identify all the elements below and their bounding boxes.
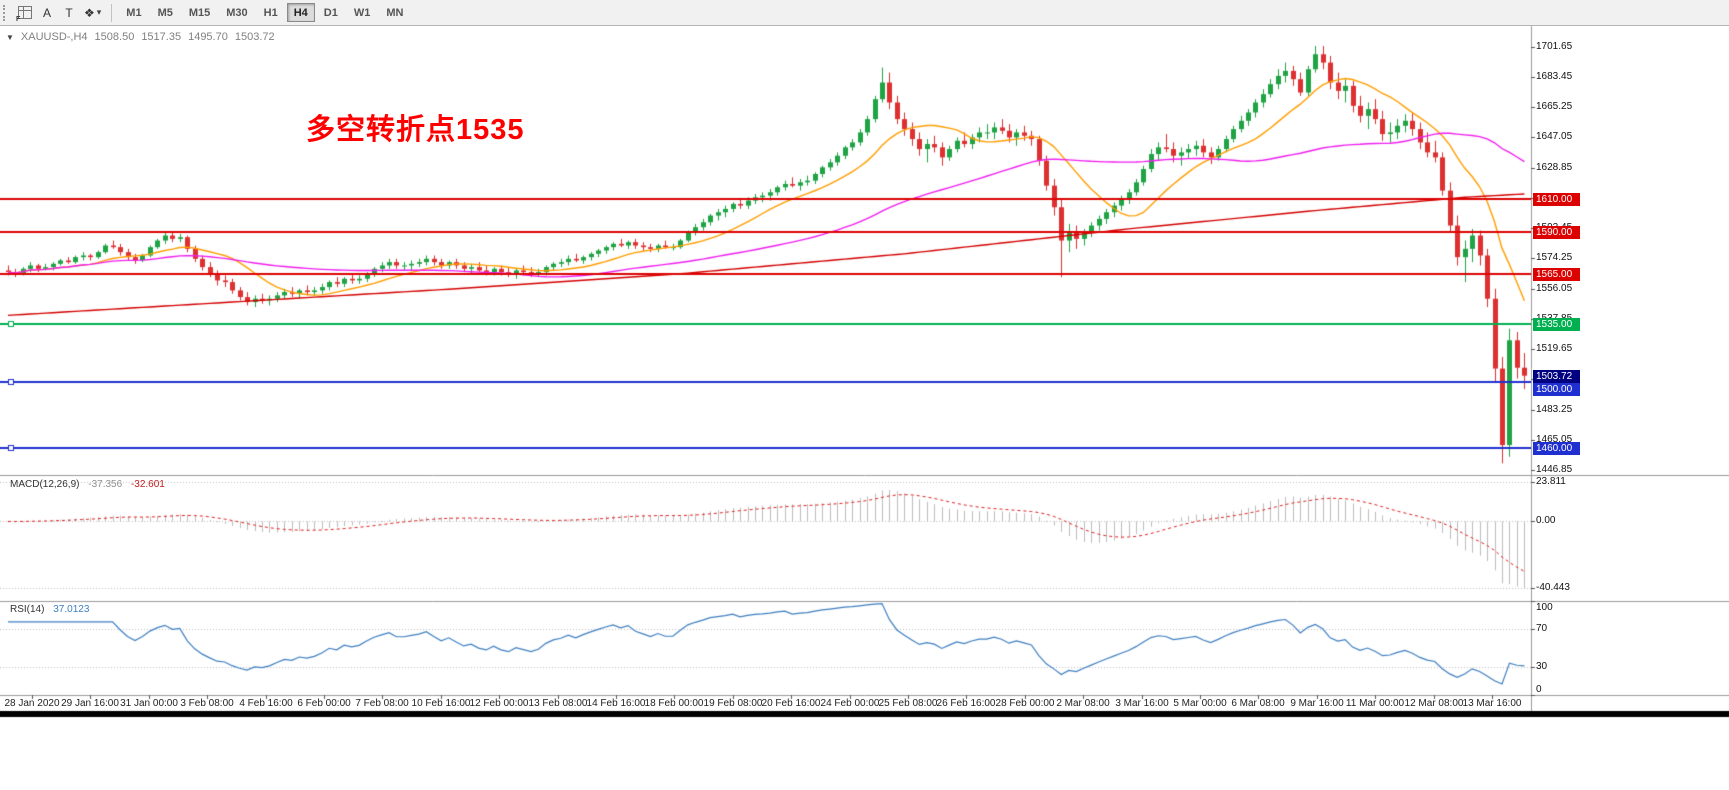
low-value: 1495.70 [188,31,228,43]
close-value: 1503.72 [234,31,275,43]
timeframe-button-h1[interactable]: H1 [257,3,285,22]
timeframe-button-m15[interactable]: M15 [182,3,217,22]
time-axis-label: 14 Feb 16:00 [586,698,646,709]
price-axis-tick-label: 1647.05 [1536,131,1573,142]
symbol-period-label: XAUUSD-,H4 [20,31,88,43]
text-a-icon: A [42,5,51,20]
toolbar: F A T ❖ ▾ M1 M5 M15 M30 H1 H4 D1 W1 MN [0,0,1729,26]
rsi-scale-tick-label: 100 [1536,602,1553,613]
current-price-badge: 1503.72 [1533,370,1580,383]
arrows-icon: ❖ [84,5,95,20]
timeframe-button-d1[interactable]: D1 [317,3,345,22]
timeframe-button-m30[interactable]: M30 [219,3,254,22]
time-axis-label: 26 Feb 16:00 [936,698,996,709]
dropdown-arrow-icon: ▾ [96,7,102,17]
time-axis-label: 13 Mar 16:00 [1462,698,1522,709]
price-axis-tick-label: 1628.85 [1536,162,1573,173]
time-axis-label: 10 Feb 16:00 [411,698,471,709]
macd-indicator-label: MACD(12,26,9) -37.356 -32.601 [10,479,171,490]
time-axis-label: 12 Mar 08:00 [1404,698,1464,709]
chart-grid-button[interactable]: F [14,3,36,23]
timeframe-toolbar: M1 M5 M15 M30 H1 H4 D1 W1 MN [118,3,411,22]
time-axis-label: 6 Feb 00:00 [297,698,351,709]
time-axis-label: 3 Mar 16:00 [1115,698,1169,709]
timeframe-button-m5[interactable]: M5 [151,3,180,22]
toolbar-drag-handle[interactable] [3,4,9,21]
time-axis-label: 4 Feb 16:00 [239,698,293,709]
rsi-name: RSI(14) [10,604,45,615]
time-axis-label: 7 Feb 08:00 [355,698,409,709]
rsi-value: 37.0123 [53,604,90,615]
timeframe-button-mn[interactable]: MN [379,3,410,22]
level-price-badge-1565.00: 1565.00 [1533,268,1580,281]
price-axis-tick-label: 1701.65 [1536,41,1573,52]
time-axis-label: 19 Feb 08:00 [703,698,763,709]
chart-expander-icon[interactable]: ▼ [6,32,14,42]
time-axis-label: 28 Feb 00:00 [995,698,1055,709]
rsi-scale-tick-label: 30 [1536,661,1548,672]
chart-grid-icon [18,6,32,19]
level-price-badge-1590.00: 1590.00 [1533,226,1580,239]
price-axis-tick-label: 1446.85 [1536,464,1573,475]
time-axis-label: 9 Mar 16:00 [1290,698,1344,709]
price-axis-tick-label: 1665.25 [1536,101,1573,112]
price-axis-tick-label: 1465.05 [1536,434,1573,445]
grid-f-mark: F [16,15,21,23]
high-value: 1517.35 [141,31,182,43]
level-price-badge-1460.00: 1460.00 [1533,442,1580,455]
text-label-tool-button[interactable]: T [58,3,80,23]
time-axis-label: 11 Mar 00:00 [1345,698,1405,709]
time-axis-label: 18 Feb 00:00 [644,698,704,709]
arrows-tool-button[interactable]: ❖ ▾ [80,3,105,23]
macd-scale-tick-label: -40.443 [1536,582,1570,593]
price-axis-tick-label: 1556.05 [1536,283,1573,294]
macd-main-value: -37.356 [88,479,123,490]
time-axis-label: 6 Mar 08:00 [1231,698,1285,709]
macd-signal-value: -32.601 [130,479,165,490]
chart-annotation-text: 多空转折点1535 [306,114,525,146]
macd-name: MACD(12,26,9) [10,479,80,490]
text-label-t-icon: T [65,5,73,20]
text-tool-button[interactable]: A [36,3,58,23]
time-axis-label: 2 Mar 08:00 [1056,698,1110,709]
time-axis-label: 24 Feb 00:00 [820,698,880,709]
level-price-badge-1610.00: 1610.00 [1533,193,1580,206]
macd-scale-tick-label: 23.811 [1536,476,1566,487]
time-axis-label: 25 Feb 08:00 [878,698,938,709]
open-value: 1508.50 [94,31,135,43]
rsi-scale-tick-label: 0 [1536,684,1542,695]
time-axis-label: 13 Feb 08:00 [528,698,588,709]
timeframe-button-w1[interactable]: W1 [347,3,378,22]
time-axis-label: 12 Feb 00:00 [469,698,529,709]
level-price-badge-1500.00: 1500.00 [1533,383,1580,396]
chart-title-line: ▼ XAUUSD-,H4 1508.50 1517.35 1495.70 150… [6,31,275,43]
macd-scale-tick-label: 0.00 [1536,515,1556,526]
price-axis-tick-label: 1574.25 [1536,252,1573,263]
timeframe-button-m1[interactable]: M1 [119,3,148,22]
price-axis-tick-label: 1519.65 [1536,343,1573,354]
rsi-indicator-label: RSI(14) 37.0123 [10,604,95,615]
level-price-badge-1535.00: 1535.00 [1533,318,1580,331]
toolbar-separator [111,3,113,22]
time-axis-label: 29 Jan 16:00 [61,698,119,709]
price-axis-tick-label: 1483.25 [1536,404,1573,415]
time-axis-label: 31 Jan 00:00 [120,698,178,709]
time-axis-label: 5 Mar 00:00 [1173,698,1227,709]
rsi-scale-tick-label: 70 [1536,623,1548,634]
time-axis-label: 3 Feb 08:00 [180,698,234,709]
timeframe-button-h4[interactable]: H4 [286,3,315,22]
time-axis-label: 28 Jan 2020 [4,698,60,709]
price-axis-tick-label: 1683.45 [1536,71,1573,82]
time-axis-label: 20 Feb 16:00 [761,698,821,709]
